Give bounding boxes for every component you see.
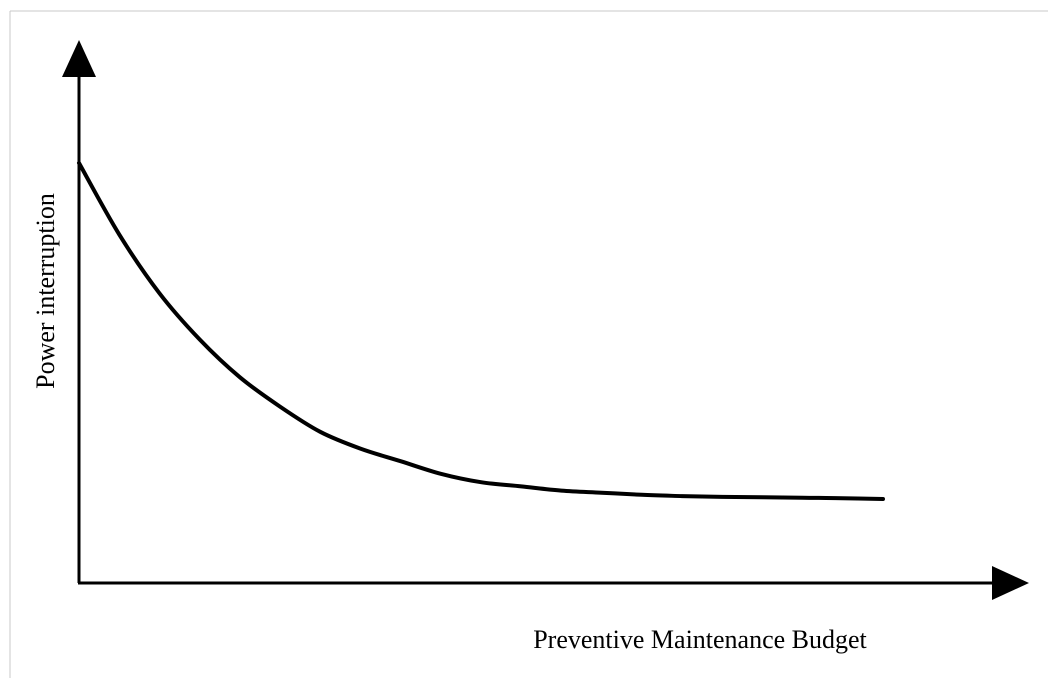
series-line-0 — [77, 161, 885, 501]
series-layer — [77, 161, 885, 501]
x-axis-label: Preventive Maintenance Budget — [533, 625, 867, 654]
image-frame — [9, 10, 1048, 678]
y-axis-arrow — [62, 40, 96, 77]
axes — [62, 40, 1029, 600]
x-axis-arrow — [992, 566, 1029, 600]
y-axis-label: Power interruption — [31, 193, 60, 389]
